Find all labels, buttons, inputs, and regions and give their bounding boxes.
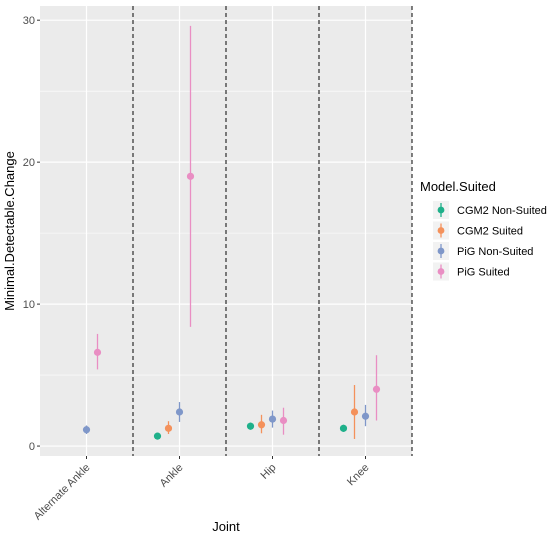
data-point [279,416,288,425]
legend-key-point [437,206,445,214]
data-point [82,426,91,434]
legend-title: Model.Suited [420,179,496,194]
legend: Model.Suited CGM2 Non-Suited CGM2 Suited P… [420,179,547,281]
category-separators [132,6,413,456]
data-point [93,348,102,356]
data-point [186,172,195,180]
data-point [257,421,266,429]
data-point [268,415,277,423]
legend-label: CGM2 Non-Suited [457,205,547,217]
legend-item-pig-suited: PiG Suited [433,262,510,281]
y-axis-title: Minimal.Detectable.Change [2,151,17,311]
series-pig-non-suited [82,402,370,434]
data-point [246,422,255,430]
data-point [372,385,381,393]
y-axis: 0 10 20 30 [23,15,40,453]
x-axis: Alternate Ankle Ankle Hip Knee [32,456,372,522]
series-pig-suited [93,25,381,435]
data-point [164,424,173,432]
legend-item-cgm2-non-suited: CGM2 Non-Suited [433,201,547,219]
legend-key-point [437,268,445,275]
x-tick-label: Ankle [158,462,186,490]
x-axis-title: Joint [212,519,240,534]
data-marks [82,25,381,440]
y-tick-label: 0 [29,441,35,453]
y-tick-label: 10 [23,299,35,311]
legend-item-pig-non-suited: PiG Non-Suited [433,242,533,260]
series-cgm2-suited [164,385,359,439]
data-point [339,424,348,432]
x-tick-label: Knee [345,462,372,489]
y-tick-label: 20 [23,157,35,169]
legend-label: CGM2 Suited [457,226,523,238]
legend-item-cgm2-suited: CGM2 Suited [433,221,523,240]
data-point [350,408,359,416]
y-tick-label: 30 [23,15,35,27]
legend-label: PiG Non-Suited [457,246,533,258]
x-tick-label: Hip [258,462,278,482]
legend-key-point [437,247,445,255]
data-point [175,408,184,416]
x-tick-label: Alternate Ankle [32,462,93,523]
legend-key-point [437,227,445,234]
data-point [153,432,162,440]
data-point [361,412,370,420]
series-cgm2-non-suited [153,422,348,440]
legend-label: PiG Suited [457,267,510,279]
